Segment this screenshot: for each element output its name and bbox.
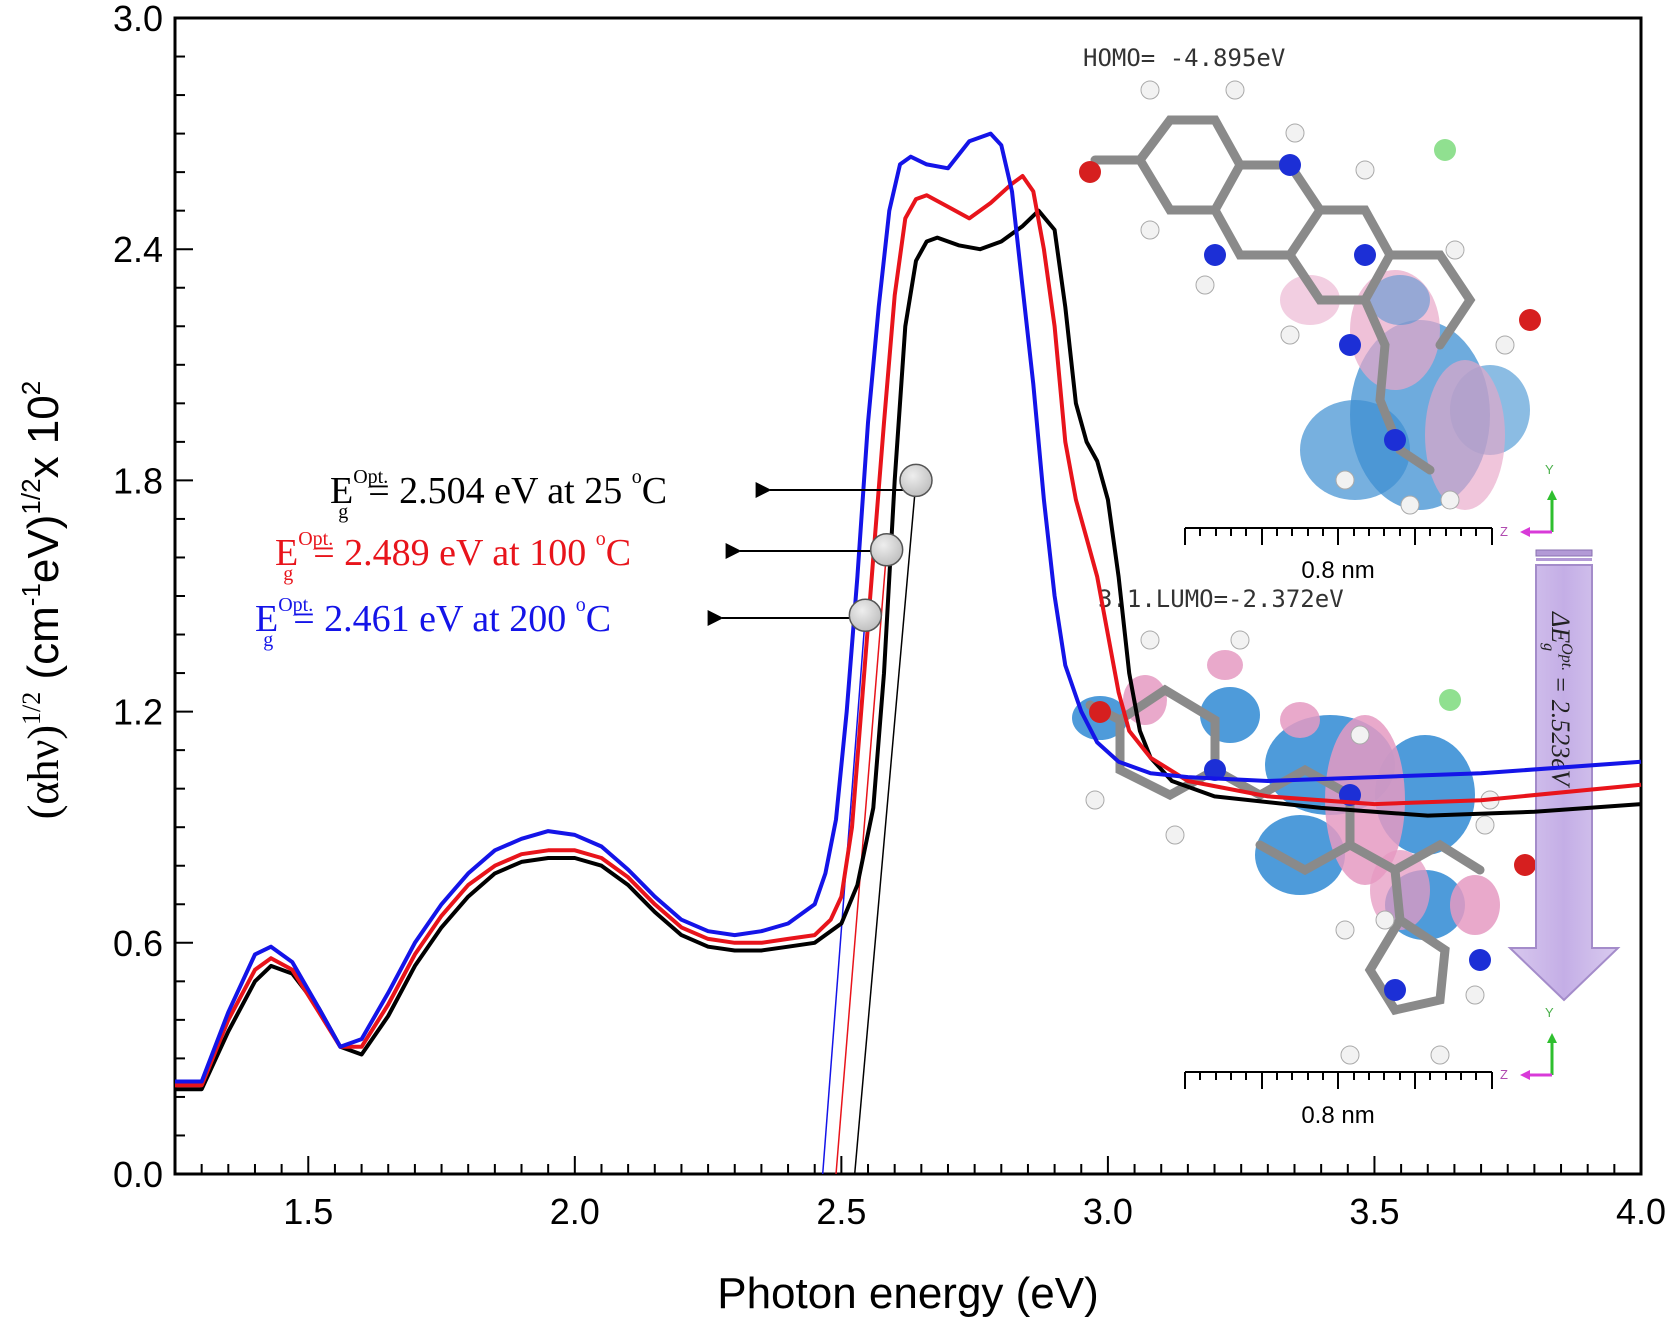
x-tick-label: 3.0 (1083, 1191, 1133, 1232)
y-tick-label: 3.0 (113, 0, 163, 39)
tauc-fit-line (821, 615, 867, 1175)
y-tick-label: 1.8 (113, 460, 163, 501)
axis-y-label-top: Y (1545, 462, 1554, 477)
intercept-marker (899, 463, 933, 498)
y-tick-label: 2.4 (113, 229, 163, 270)
scale-bar-bottom (1184, 1071, 1493, 1089)
x-tick-label: 1.5 (283, 1191, 333, 1232)
tauc-fit-line (853, 480, 917, 1175)
x-axis-title: Photon energy (eV) (717, 1269, 1099, 1318)
axis-y-label-bottom: Y (1545, 1005, 1554, 1020)
annotation-arrows (707, 482, 905, 626)
annotation-200c: EOpt. g = 2.461 eV at 200 oC (255, 594, 611, 651)
y-tick-label: 0.6 (113, 923, 163, 964)
homo-label: HOMO= -4.895eV (1083, 44, 1285, 72)
x-tick-label: 2.5 (816, 1191, 866, 1232)
annotation-25c: EOpt. g = 2.504 eV at 25 oC (330, 466, 667, 523)
x-tick-label: 4.0 (1616, 1191, 1666, 1232)
y-axis-title: (αhν)1/2 (cm-1eV)1/2x 102 (16, 381, 68, 819)
x-tick-labels: 1.5 2.0 2.5 3.0 3.5 4.0 (283, 1191, 1666, 1232)
y-tick-label: 0.0 (113, 1154, 163, 1195)
intercept-markers (848, 463, 933, 633)
intercept-marker (848, 598, 883, 633)
y-tick-label: 1.2 (113, 692, 163, 733)
homo-molecule (1079, 80, 1541, 515)
x-tick-label: 2.0 (550, 1191, 600, 1232)
series-lines (175, 131, 1642, 1092)
annotation-100c: EOpt. g = 2.489 eV at 100 oC (275, 528, 631, 585)
series-line-1 (175, 174, 1642, 1088)
axes-triad-top: Y Z (1500, 462, 1557, 539)
scale-bar-top (1184, 527, 1493, 545)
axis-z-label-top: Z (1500, 524, 1508, 539)
energy-gap-arrow: ΔEOpt.g = 2.523eV (1507, 549, 1621, 1002)
series-line-2 (175, 131, 1642, 1084)
x-tick-label: 3.5 (1349, 1191, 1399, 1232)
series-line-0 (175, 208, 1642, 1092)
y-tick-labels: 0.0 0.6 1.2 1.8 2.4 3.0 (113, 0, 163, 1195)
intercept-marker (869, 533, 904, 567)
scale-label-bottom: 0.8 nm (1301, 1102, 1374, 1129)
scale-label-top: 0.8 nm (1301, 557, 1374, 584)
axis-z-label-bottom: Z (1500, 1067, 1508, 1082)
lumo-label: 3.1.LUMO=-2.372eV (1098, 585, 1344, 613)
molecular-orbital-inset: HOMO= -4.895eV (1072, 44, 1621, 1129)
axis-ticks (175, 55, 1616, 1174)
lumo-molecule (1072, 630, 1536, 1065)
axes-triad-bottom: Y Z (1500, 1005, 1557, 1082)
